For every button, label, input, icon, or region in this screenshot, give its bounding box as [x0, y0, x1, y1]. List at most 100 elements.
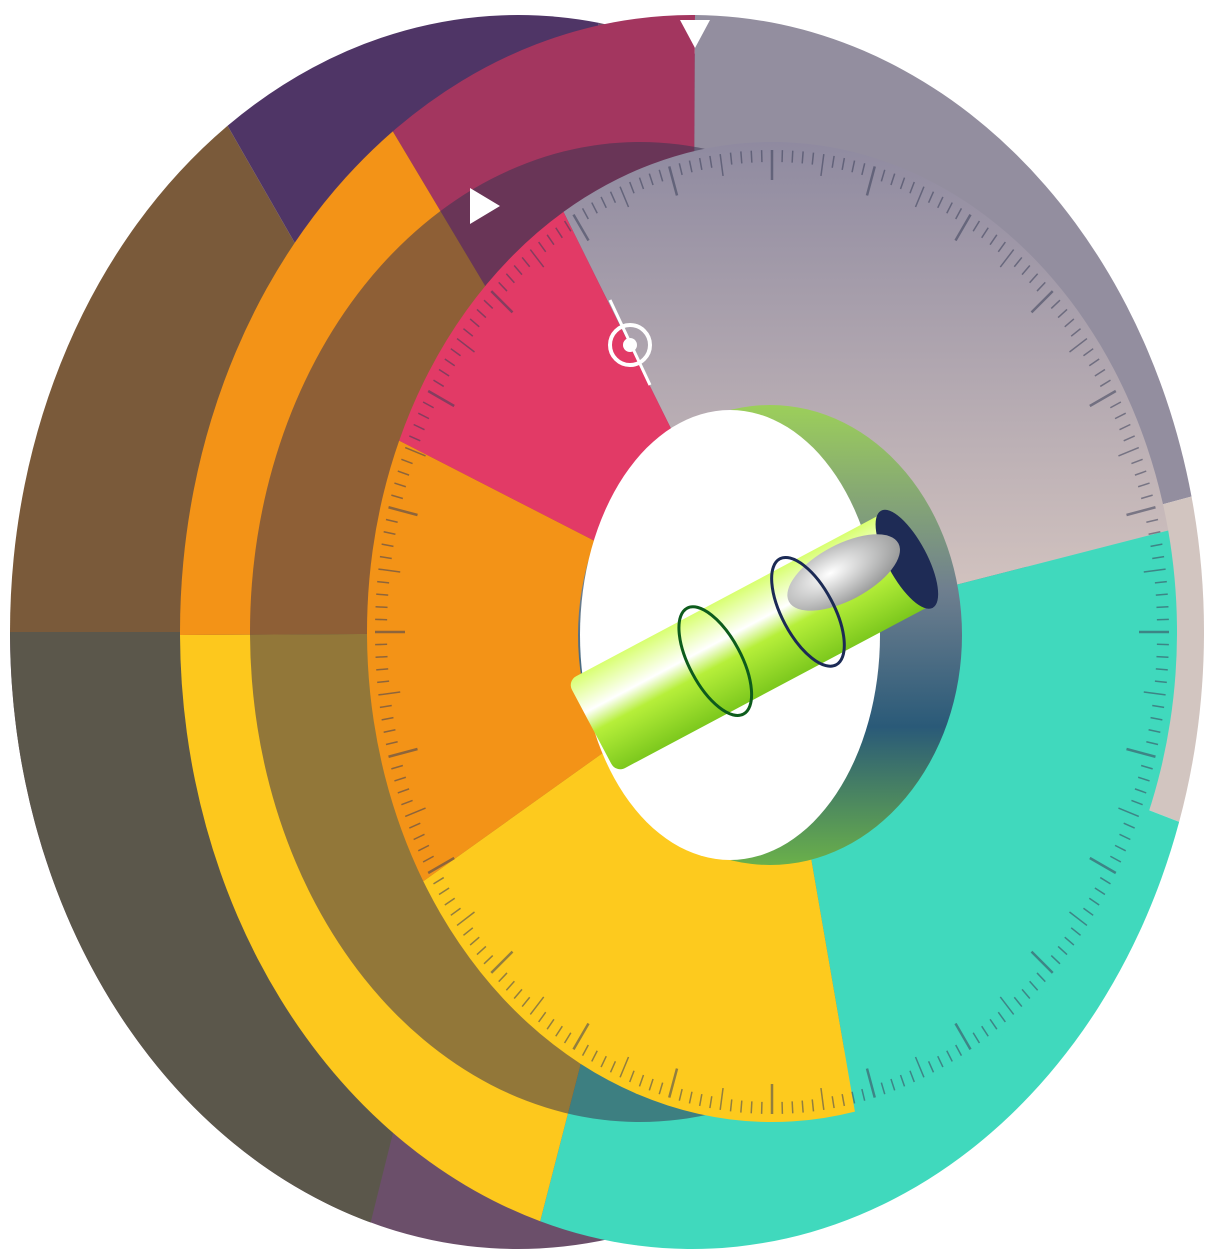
- tick: [1140, 494, 1153, 500]
- tick: [719, 154, 724, 177]
- tick: [729, 1099, 733, 1112]
- tick: [404, 446, 426, 457]
- tick: [1155, 668, 1168, 671]
- tick: [880, 169, 886, 182]
- tick: [444, 897, 456, 906]
- tick: [394, 482, 407, 488]
- tick: [385, 740, 398, 746]
- tick: [1064, 318, 1075, 328]
- tick: [750, 150, 753, 163]
- tick: [638, 1074, 645, 1087]
- tick: [851, 160, 856, 173]
- tick: [401, 458, 413, 465]
- tick: [378, 691, 401, 696]
- tick: [658, 1082, 664, 1095]
- side-marker: [470, 188, 500, 224]
- tick: [801, 1100, 804, 1113]
- tick: [1154, 580, 1167, 584]
- tick: [463, 927, 474, 936]
- tick: [914, 186, 925, 208]
- tick: [865, 1068, 876, 1098]
- tick: [1156, 655, 1169, 658]
- tick: [483, 299, 494, 310]
- tick: [413, 423, 425, 431]
- tick: [861, 163, 866, 176]
- tick: [820, 1087, 825, 1110]
- tick: [1152, 704, 1165, 709]
- tick: [678, 1088, 683, 1101]
- tick: [1119, 423, 1131, 431]
- tick: [546, 234, 555, 246]
- tick: [999, 996, 1015, 1015]
- pointer-ring: [608, 323, 652, 367]
- tick: [648, 173, 654, 186]
- tick: [946, 1050, 953, 1062]
- tick: [1029, 273, 1039, 284]
- tick: [1030, 290, 1054, 314]
- tick: [1089, 856, 1117, 875]
- tick: [444, 358, 456, 367]
- tick: [1146, 740, 1159, 746]
- tick: [572, 213, 590, 242]
- tick: [404, 807, 426, 818]
- tick: [1119, 833, 1131, 841]
- tick: [1064, 936, 1075, 946]
- tick: [740, 1100, 743, 1113]
- tick: [609, 191, 617, 203]
- tick: [391, 764, 404, 770]
- tick: [469, 318, 480, 328]
- tick: [563, 220, 572, 232]
- tick: [513, 988, 523, 1000]
- tick: [1021, 264, 1031, 276]
- tick: [648, 1078, 654, 1091]
- tick: [668, 166, 679, 196]
- tick: [629, 181, 635, 194]
- tick: [1123, 822, 1135, 829]
- top-marker: [680, 20, 710, 48]
- tick: [417, 844, 430, 852]
- tick: [619, 1056, 630, 1078]
- tick: [377, 680, 390, 684]
- tick: [463, 328, 474, 337]
- tick: [498, 281, 508, 292]
- tick: [909, 1070, 915, 1083]
- tick: [600, 196, 607, 209]
- tick: [955, 1044, 963, 1056]
- tick: [555, 227, 563, 239]
- tick: [880, 1082, 886, 1095]
- tick: [668, 1068, 679, 1098]
- tick: [791, 150, 794, 163]
- tick: [378, 568, 401, 573]
- tick: [1155, 593, 1168, 596]
- tick: [397, 788, 410, 794]
- tick: [1057, 945, 1068, 956]
- tick: [476, 945, 487, 956]
- level-ring: [770, 555, 846, 668]
- tick: [750, 1101, 753, 1114]
- tube-cap: [875, 509, 939, 609]
- tick: [1109, 401, 1122, 409]
- tick: [391, 494, 404, 500]
- tick: [397, 470, 410, 476]
- tick: [409, 822, 421, 829]
- tick: [937, 1055, 944, 1068]
- tick: [401, 799, 413, 806]
- tick: [1137, 482, 1150, 488]
- tick: [1148, 728, 1161, 733]
- tick: [1131, 458, 1143, 465]
- tick: [1118, 807, 1140, 818]
- tick: [591, 202, 598, 214]
- tick: [914, 1056, 925, 1078]
- tick: [899, 1074, 906, 1087]
- tick: [1083, 907, 1094, 916]
- tick: [483, 954, 494, 965]
- tick: [376, 593, 389, 596]
- tick: [989, 1018, 998, 1030]
- tick: [490, 950, 514, 974]
- tick: [1134, 788, 1147, 794]
- tick: [1069, 337, 1088, 353]
- tick: [1150, 716, 1163, 721]
- tick: [377, 580, 390, 584]
- tick: [1148, 531, 1161, 536]
- spirit-level: [570, 509, 939, 770]
